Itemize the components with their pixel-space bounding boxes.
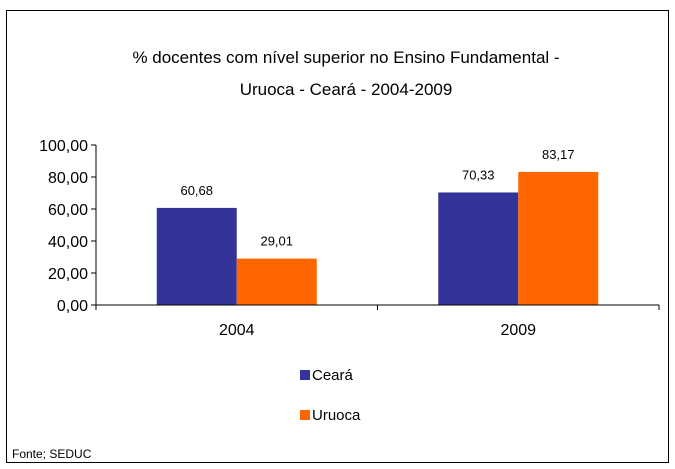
y-tick-label: 0,00 [57,298,88,315]
legend-swatch [300,370,310,380]
bar-cear--2009 [438,192,519,305]
x-axis: 2004 2009 [95,304,660,339]
bar-cear--2004 [156,207,237,305]
y-tick-label: 60,00 [48,202,88,219]
y-tick-label: 100,00 [39,138,88,155]
legend-label: Ceará [312,367,354,384]
x-tick-label: 2004 [219,322,255,339]
data-label: 83,17 [542,147,575,162]
data-label: 70,33 [462,167,495,182]
data-label: 29,01 [260,234,293,249]
data-label: 60,68 [180,183,213,198]
legend-label: Uruoca [312,407,361,424]
data-labels: 60,68 29,01 70,33 83,17 [180,147,574,249]
source-note: Fonte; SEDUC [12,447,92,461]
chart-title-line-2: Uruoca - Ceará - 2004-2009 [240,80,453,99]
y-tick-label: 80,00 [48,170,88,187]
bar-uruoca-2004 [236,258,317,305]
bar-uruoca-2009 [518,171,599,305]
x-tick-label: 2009 [500,322,536,339]
chart-title-line-1: % docentes com nível superior no Ensino … [132,48,559,67]
y-tick-label: 40,00 [48,234,88,251]
y-tick-label: 20,00 [48,266,88,283]
legend-swatch [300,410,310,420]
legend: Ceará Uruoca [300,367,361,424]
y-axis: 0,00 20,00 40,00 60,00 80,00 100,00 [39,138,97,315]
bars [156,171,599,305]
